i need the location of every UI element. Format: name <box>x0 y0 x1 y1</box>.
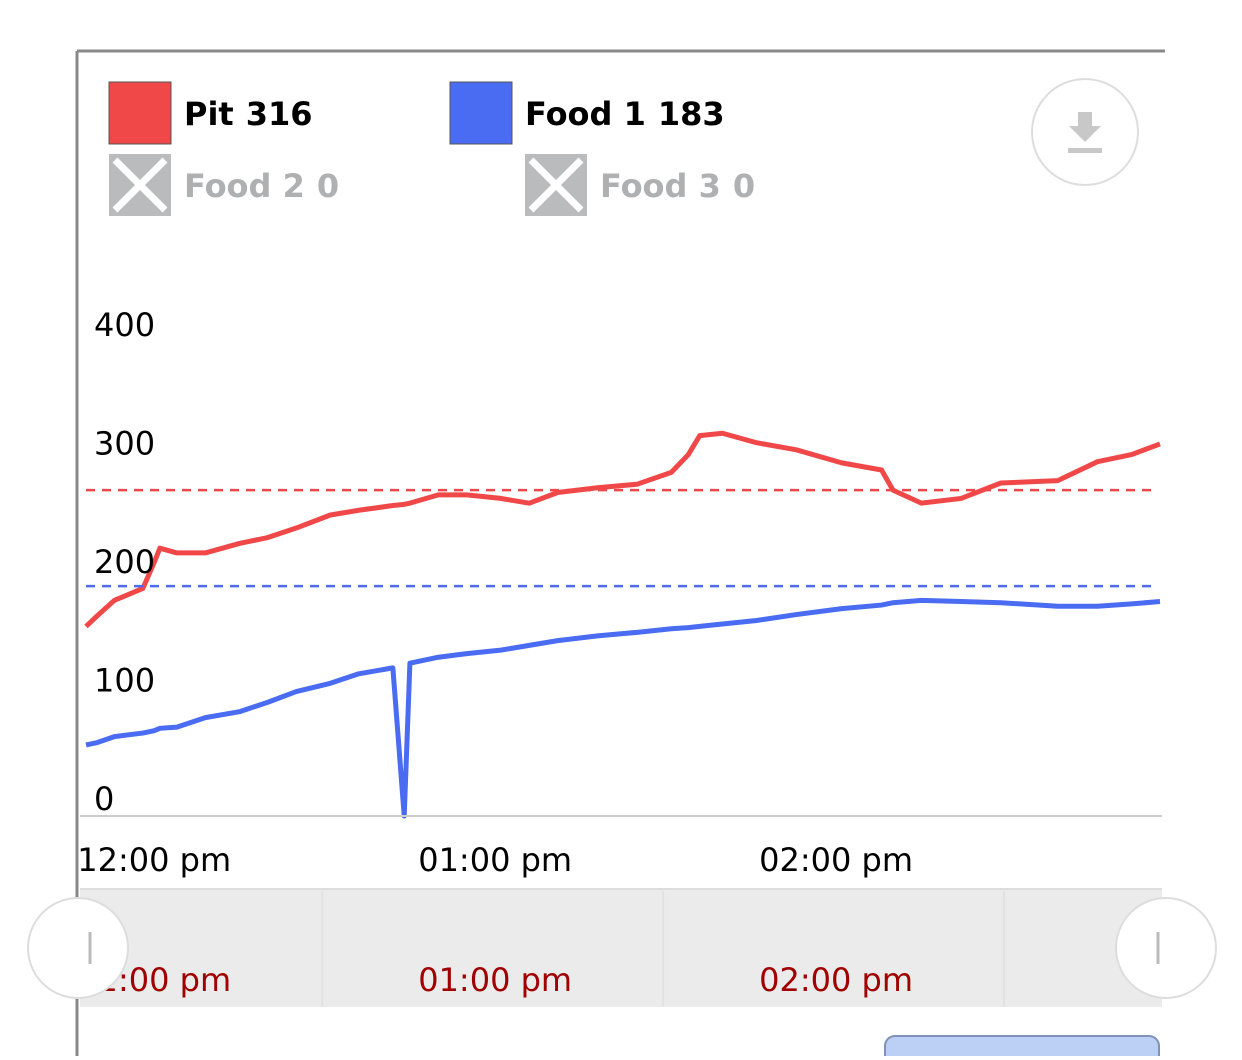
legend-name: Food 3 <box>600 167 721 205</box>
legend-x <box>528 157 584 213</box>
legend-swatch <box>108 81 172 145</box>
y-tick-label: 200 <box>94 543 155 581</box>
zoom-button[interactable] <box>884 1035 1160 1060</box>
legend-name: Pit <box>184 95 234 133</box>
download-icon[interactable] <box>1068 112 1102 153</box>
legend-value: 0 <box>733 167 755 205</box>
x-tick-label: 02:00 pm <box>759 841 913 879</box>
y-tick-label: 300 <box>94 425 155 463</box>
range-handle-right[interactable] <box>1115 897 1217 999</box>
legend-value: 316 <box>246 95 313 133</box>
range-handle-left[interactable] <box>27 897 129 999</box>
y-tick-label: 100 <box>94 662 155 700</box>
x-tick-label: 12:00 pm <box>77 841 231 879</box>
range-tick-label: 01:00 pm <box>418 961 572 999</box>
legend-name: Food 1 <box>525 95 646 133</box>
legend-value: 183 <box>658 95 725 133</box>
legend-swatch <box>449 81 513 145</box>
download-button[interactable] <box>1031 78 1139 186</box>
legend-value: 0 <box>317 167 339 205</box>
y-tick-label: 400 <box>94 306 155 344</box>
y-tick-label: 0 <box>94 780 114 818</box>
legend-x <box>112 157 168 213</box>
series-line <box>85 597 1161 819</box>
x-tick-label: 01:00 pm <box>418 841 572 879</box>
series-line <box>84 430 1161 629</box>
legend-name: Food 2 <box>184 167 305 205</box>
range-tick-label: 02:00 pm <box>759 961 913 999</box>
range-selector[interactable] <box>80 890 1162 1007</box>
